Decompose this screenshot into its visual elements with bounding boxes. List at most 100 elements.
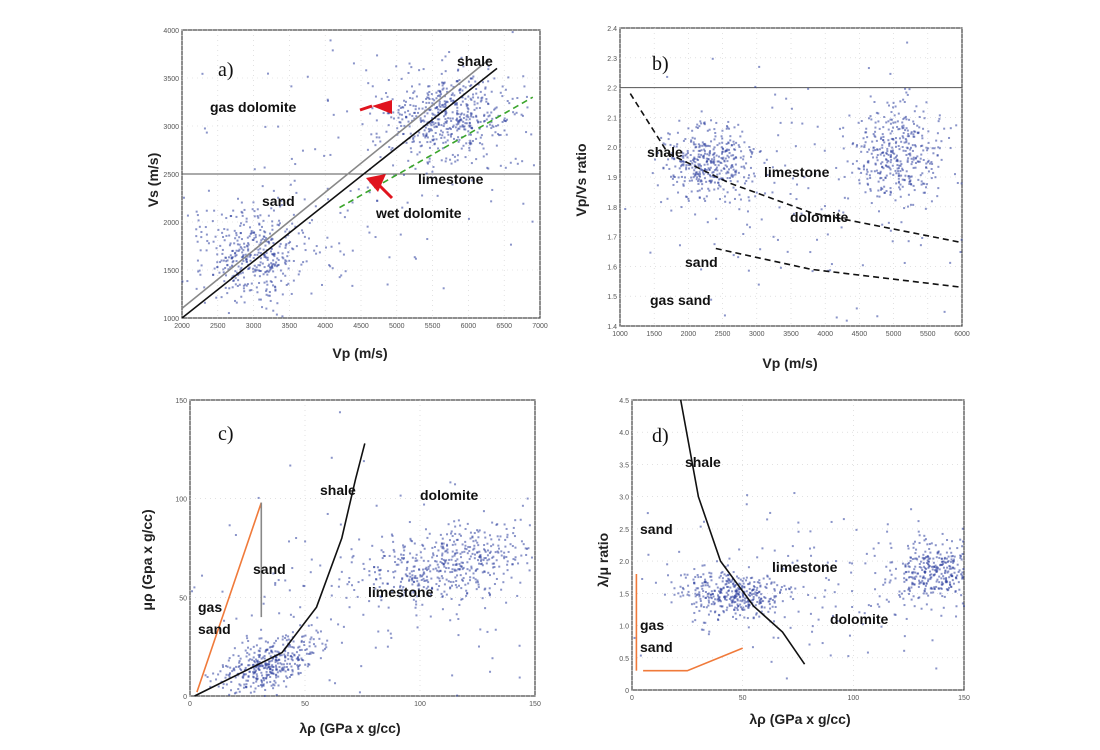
data-point [907,240,910,243]
data-point [920,183,923,186]
data-point [263,654,266,657]
data-point [933,147,936,150]
data-point [416,584,419,587]
data-point [768,598,771,601]
data-point [416,134,419,137]
data-point [459,118,462,121]
data-point [887,165,890,168]
data-point [675,145,678,148]
data-point [742,232,745,235]
data-point [488,587,491,590]
data-point [903,577,906,580]
data-point [898,148,901,151]
data-point [803,570,806,573]
data-point [222,259,225,262]
data-point [331,49,334,52]
data-point [292,615,295,618]
data-point [917,520,920,523]
data-point [754,604,757,607]
data-point [257,665,260,668]
data-point [505,555,508,558]
data-point [904,174,907,177]
data-point [932,574,935,577]
data-point [696,190,699,193]
data-point [728,557,731,560]
data-point [478,555,481,558]
data-point [694,166,697,169]
data-point [738,582,741,585]
data-point [453,137,456,140]
data-point [768,603,771,606]
data-point [715,121,718,124]
data-point [288,259,291,262]
data-point [925,101,928,104]
data-point [705,157,708,160]
data-point [237,688,240,691]
data-point [426,579,429,582]
data-point [272,259,275,262]
data-point [907,565,910,568]
data-point [392,111,395,114]
x-tick-label: 4500 [852,331,868,338]
data-point [878,595,881,598]
data-point [404,100,407,103]
data-point [410,85,413,88]
trend-line [181,67,498,319]
data-point [348,580,351,583]
data-point [951,560,954,563]
data-point [749,592,752,595]
data-point [209,680,212,683]
data-point [240,669,243,672]
data-point [816,125,819,128]
data-point [448,126,451,129]
data-point [267,264,270,267]
data-point [427,127,430,130]
data-point [266,681,269,684]
data-point [746,617,749,620]
data-point [747,603,750,606]
data-point [256,661,259,664]
data-point [266,269,269,272]
data-point [393,555,396,558]
data-point [437,566,440,569]
data-point [305,648,308,651]
y-tick-label: 150 [175,398,187,405]
data-point [930,542,933,545]
data-point [689,164,692,167]
data-point [935,567,938,570]
data-point [306,75,309,78]
data-point [439,90,442,93]
data-point [769,511,772,514]
data-point [531,220,534,223]
data-point [921,569,924,572]
data-point [481,81,484,84]
data-point [680,150,683,153]
data-point [701,171,704,174]
data-point [402,558,405,561]
data-point [705,160,708,163]
data-point [351,249,354,252]
data-point [299,606,302,609]
data-point [379,156,382,159]
data-point [910,586,913,589]
data-point [717,187,720,190]
data-point [850,571,853,574]
data-point [908,177,911,180]
data-point [925,162,928,165]
data-point [728,579,731,582]
data-point [301,229,304,232]
data-point [288,662,291,665]
data-point [867,604,870,607]
data-point [697,155,700,158]
data-point [936,566,939,569]
data-point [934,564,937,567]
data-point [251,208,254,211]
data-point [460,598,463,601]
data-point [472,576,475,579]
data-point [697,149,700,152]
label-shale-b: shale [647,144,683,160]
data-point [432,113,435,116]
data-point [409,537,412,540]
data-point [930,608,933,611]
data-point [295,245,298,248]
